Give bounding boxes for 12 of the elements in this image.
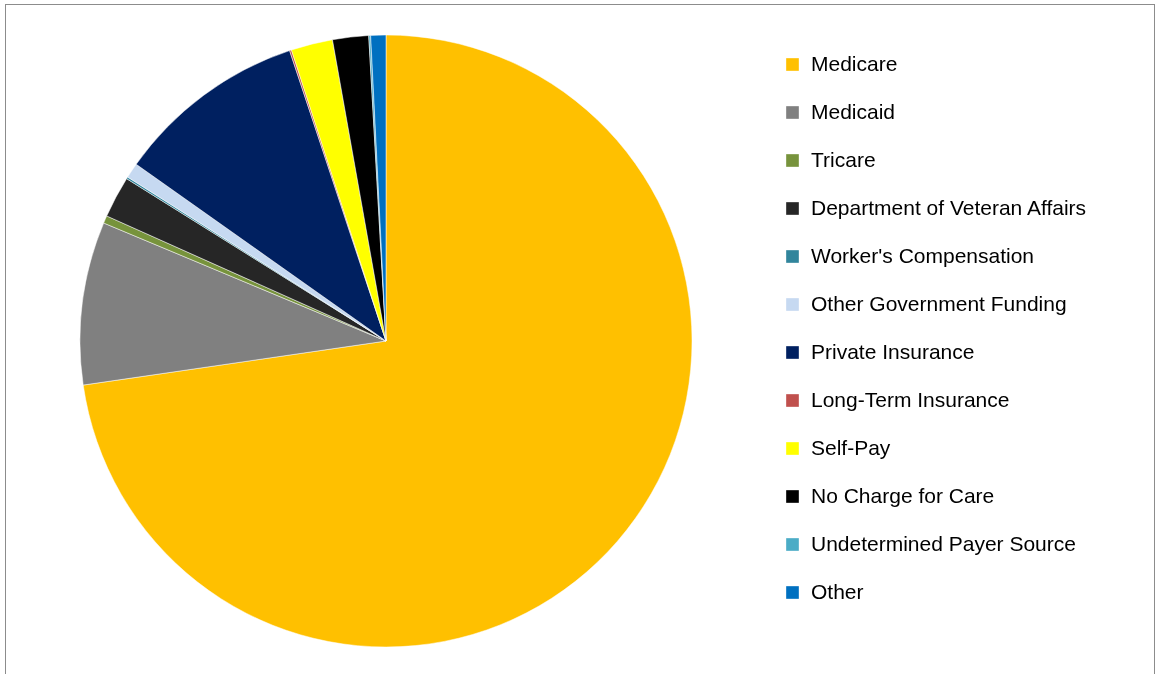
legend-label: Tricare xyxy=(811,147,876,171)
legend-label: Worker's Compensation xyxy=(811,243,1035,267)
legend-label: Self-Pay xyxy=(811,435,891,459)
legend-label: Medicaid xyxy=(811,99,896,123)
legend-label: Department of Veteran Affairs xyxy=(811,195,1087,219)
legend-label: Medicare xyxy=(811,51,898,75)
legend-label: No Charge for Care xyxy=(811,483,995,507)
legend-label: Long-Term Insurance xyxy=(811,387,1010,411)
legend-label: Other xyxy=(811,579,864,603)
legend-label: Undetermined Payer Source xyxy=(811,531,1076,555)
legend-label: Private Insurance xyxy=(811,339,975,363)
legend-label: Other Government Funding xyxy=(811,291,1067,315)
